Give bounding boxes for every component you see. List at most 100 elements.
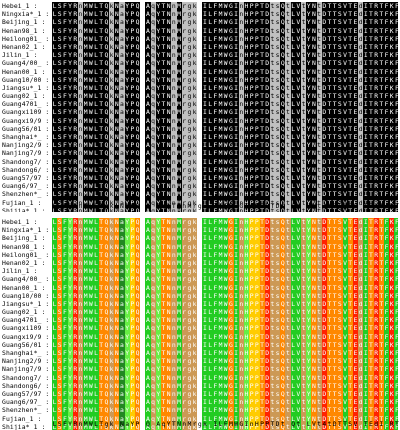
residue: L xyxy=(52,165,58,174)
residue: a xyxy=(119,349,125,358)
residue: N xyxy=(166,198,172,207)
residue: F xyxy=(62,83,68,93)
residue: n xyxy=(238,18,244,27)
residue: g xyxy=(186,422,193,430)
residue: F xyxy=(212,59,218,68)
residue: d xyxy=(358,406,364,415)
residue: Y xyxy=(155,141,161,150)
residue: Y xyxy=(155,34,161,43)
residue: G xyxy=(228,92,234,101)
residue: E xyxy=(352,242,359,251)
residue: t xyxy=(285,198,291,207)
residue: F xyxy=(394,190,398,199)
residue: T xyxy=(332,51,338,60)
residue: Y xyxy=(155,234,161,243)
residue: N xyxy=(311,198,317,207)
residue: T xyxy=(368,291,374,300)
residue: Q xyxy=(280,299,286,309)
residue: S xyxy=(57,18,63,27)
residue: g xyxy=(186,42,193,52)
residue: M xyxy=(83,258,89,268)
residue: Y xyxy=(155,275,161,284)
residue: T xyxy=(347,357,353,366)
residue: W xyxy=(88,406,94,415)
residue: d xyxy=(358,182,364,191)
residue: I xyxy=(202,234,208,243)
residue: F xyxy=(394,2,398,11)
residue: F xyxy=(212,108,218,117)
residue: P xyxy=(254,83,260,93)
residue: F xyxy=(394,141,398,150)
residue: P xyxy=(129,258,135,268)
residue: M xyxy=(218,422,224,430)
residue: T xyxy=(332,389,338,399)
residue: q xyxy=(150,422,156,430)
residue: k xyxy=(192,190,198,199)
residue: W xyxy=(88,349,94,358)
residue: n xyxy=(238,75,244,84)
residue: Q xyxy=(103,250,110,259)
residue: Q xyxy=(280,332,286,341)
sequence-row: LSFYRnMWLTQkNaYPQ AqYTNnMrgk ILFMWGInHPP… xyxy=(52,2,398,11)
residue: I xyxy=(363,275,369,284)
residue: P xyxy=(129,406,135,415)
consensus-residue: T xyxy=(394,420,399,428)
residue: K xyxy=(389,291,395,300)
residue: t xyxy=(301,275,307,284)
residue: g xyxy=(186,381,193,390)
residue: T xyxy=(347,206,353,212)
residue: P xyxy=(249,67,255,76)
residue xyxy=(140,190,146,199)
residue: a xyxy=(119,218,125,227)
residue: Q xyxy=(103,149,110,158)
residue: t xyxy=(285,398,291,407)
residue: t xyxy=(285,234,291,243)
residue: t xyxy=(269,165,276,174)
residue: n xyxy=(77,250,84,259)
residue: E xyxy=(352,357,359,366)
residue xyxy=(197,26,203,35)
residue: R xyxy=(373,92,379,101)
residue: F xyxy=(394,108,398,117)
residue: I xyxy=(233,389,239,399)
residue: E xyxy=(352,206,359,212)
residue: A xyxy=(145,190,151,199)
residue: L xyxy=(207,226,213,235)
residue: n xyxy=(77,133,84,142)
residue: Y xyxy=(155,267,161,276)
residue: A xyxy=(145,92,151,101)
residue: T xyxy=(98,10,104,19)
residue xyxy=(197,42,203,52)
residue: Q xyxy=(280,373,286,382)
residue: Q xyxy=(103,133,110,142)
residue: W xyxy=(88,173,94,183)
residue: V xyxy=(342,149,348,158)
residue: D xyxy=(264,92,270,101)
residue xyxy=(197,299,203,309)
residue xyxy=(140,299,146,309)
residue: n xyxy=(238,373,244,382)
residue: t xyxy=(316,100,322,109)
residue: q xyxy=(150,365,156,374)
residue: S xyxy=(337,414,343,423)
residue: F xyxy=(394,100,398,109)
residue: D xyxy=(264,173,270,183)
residue: I xyxy=(202,283,208,292)
residue: T xyxy=(368,182,374,191)
residue: T xyxy=(368,381,374,390)
residue: S xyxy=(337,116,343,125)
residue: R xyxy=(72,250,78,259)
residue: L xyxy=(207,165,213,174)
residue: Y xyxy=(155,75,161,84)
residue: Y xyxy=(67,141,73,150)
residue: T xyxy=(368,234,374,243)
residue: M xyxy=(83,398,89,407)
residue: s xyxy=(275,190,281,199)
residue: T xyxy=(98,206,104,212)
residue: T xyxy=(160,218,167,227)
residue: P xyxy=(249,157,255,166)
residue: t xyxy=(285,133,291,142)
residue xyxy=(197,2,203,11)
residue: I xyxy=(233,316,239,325)
residue: L xyxy=(93,67,99,76)
